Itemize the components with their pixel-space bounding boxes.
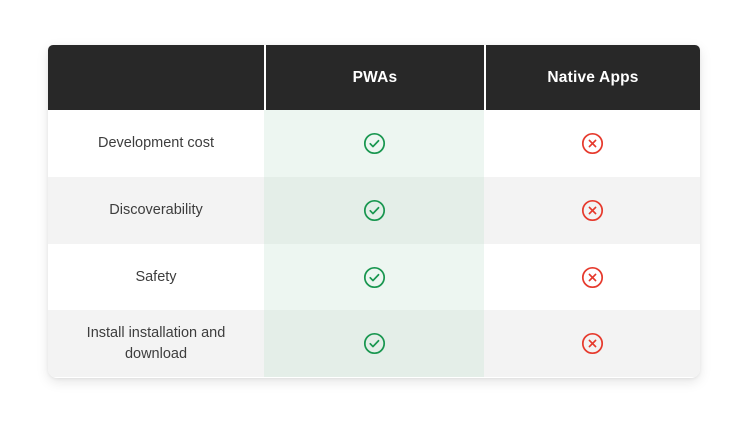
header-native-cell: Native Apps xyxy=(484,45,700,110)
native-value-cell xyxy=(484,177,700,244)
pwa-value-cell xyxy=(264,310,484,377)
header-native-label: Native Apps xyxy=(547,68,639,86)
x-circle-icon xyxy=(581,199,603,222)
row-label: Install installation and download xyxy=(86,325,226,362)
table-row-label-cell: Safety xyxy=(48,244,264,310)
header-pwas-label: PWAs xyxy=(352,68,398,86)
x-circle-icon xyxy=(581,266,603,288)
pwa-value-cell xyxy=(264,244,484,310)
row-label: Development cost xyxy=(97,135,215,152)
check-circle-icon xyxy=(363,199,385,222)
table-row-label-cell: Development cost xyxy=(48,110,264,177)
native-value-cell xyxy=(484,110,700,177)
x-circle-icon xyxy=(581,132,603,155)
header-pwas-cell: PWAs xyxy=(264,45,484,110)
x-circle-icon xyxy=(581,332,603,355)
row-label: Discoverability xyxy=(109,202,203,219)
native-value-cell xyxy=(484,244,700,310)
pwa-value-cell xyxy=(264,177,484,244)
pwa-value-cell xyxy=(264,110,484,177)
native-value-cell xyxy=(484,310,700,377)
row-label: Safety xyxy=(135,268,177,285)
check-circle-icon xyxy=(363,332,385,355)
check-circle-icon xyxy=(363,266,385,288)
table-row-label-cell: Discoverability xyxy=(48,177,264,244)
comparison-table: PWAs Native Apps Development cost Discov… xyxy=(48,45,700,378)
table-row-label-cell: Install installation and download xyxy=(48,310,264,377)
check-circle-icon xyxy=(363,132,385,155)
header-feature-cell xyxy=(48,45,264,110)
